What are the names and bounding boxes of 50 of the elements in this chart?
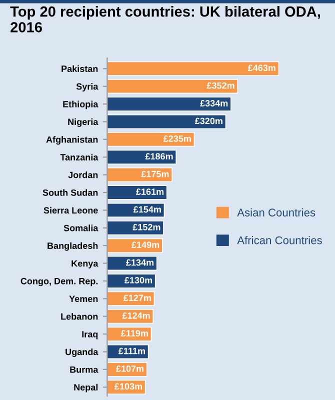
data-label: £152m (132, 224, 160, 230)
data-label: £134m (126, 259, 154, 266)
data-label: £130m (124, 277, 152, 284)
bar (107, 114, 226, 130)
legend-label: Asian Countries (237, 208, 316, 216)
y-tick-label: Ethiopia (63, 100, 98, 110)
data-label: £161m (136, 188, 164, 195)
y-tick-label: Congo, Dem. Rep. (20, 278, 98, 286)
bar (107, 132, 195, 147)
bar (107, 61, 280, 76)
data-label: £334m (200, 100, 228, 106)
data-label: £320m (194, 118, 222, 124)
bar (107, 150, 177, 164)
y-tick-label: Syria (76, 83, 98, 92)
y-tick-label: Lebanon (61, 313, 98, 320)
y-tick-label: South Sudan (42, 189, 98, 196)
bar (107, 185, 168, 200)
y-tick-label: Somalia (64, 224, 98, 232)
y-tick-label: Nigeria (68, 118, 98, 127)
data-label: £149m (132, 242, 160, 248)
y-tick-label: Tanzania (60, 154, 98, 160)
y-tick-label: Yemen (69, 296, 98, 302)
legend-label: African Countries (237, 236, 322, 244)
y-tick-label: Jordan (68, 172, 98, 178)
bar (107, 167, 172, 182)
y-tick-label: Nepal (74, 384, 98, 392)
data-label: £352m (206, 82, 234, 89)
y-tick-label: Burma (70, 366, 98, 373)
y-tick-label: Sierra Leone (44, 206, 98, 214)
data-label: £463m (248, 64, 276, 72)
data-label: £111m (118, 348, 145, 354)
bar (107, 78, 238, 94)
chart-title: Top 20 recipient countries: UK bilateral ODA, 2016 (10, 6, 320, 32)
data-label: £235m (163, 135, 191, 142)
y-tick-label: Iraq (82, 331, 98, 340)
bar (107, 274, 156, 288)
y-tick-label: Bangladesh (48, 242, 98, 251)
data-label: £127m (123, 294, 151, 302)
y-tick-label: Kenya (72, 260, 98, 268)
data-label: £107m (116, 365, 144, 372)
y-tick-label: Uganda (66, 348, 98, 357)
bar (107, 96, 232, 112)
data-label: £119m (120, 330, 148, 336)
y-tick-label: Pakistan (62, 65, 98, 72)
data-label: £186m (145, 153, 173, 160)
data-label: £124m (122, 312, 150, 319)
data-label: £103m (114, 383, 142, 390)
data-label: £175m (141, 170, 169, 178)
data-label: £154m (133, 206, 161, 213)
y-tick-label: Afghanistan (46, 136, 98, 145)
